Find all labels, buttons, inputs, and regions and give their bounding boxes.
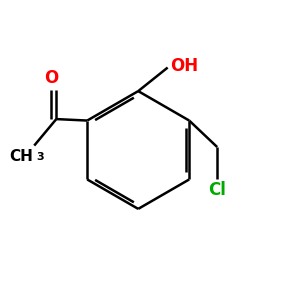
Text: O: O [44,69,58,87]
Text: Cl: Cl [208,181,226,199]
Text: CH: CH [9,148,33,164]
Text: 3: 3 [37,152,44,162]
Text: OH: OH [171,57,199,75]
